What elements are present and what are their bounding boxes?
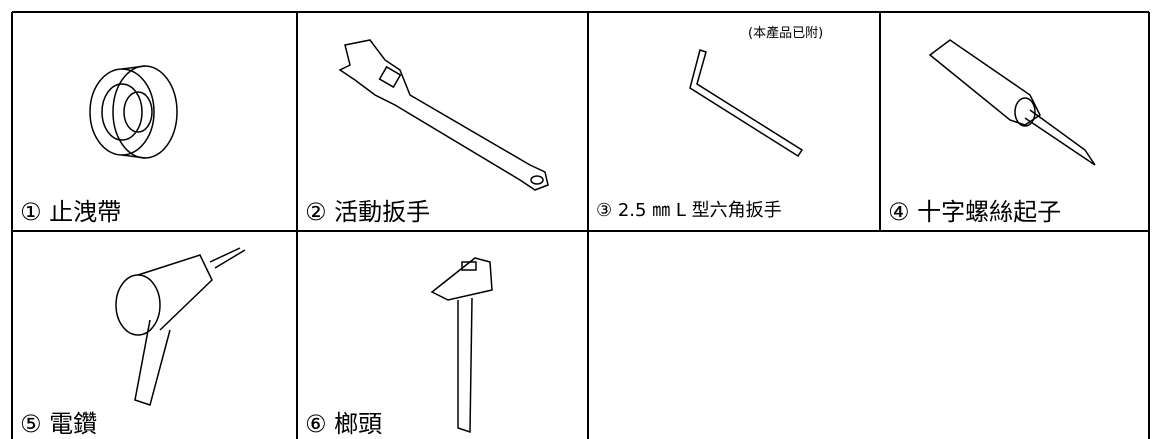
cell-label: ① 止洩帶 <box>20 198 122 226</box>
cell-note: (本產品已附) <box>748 26 824 41</box>
table-borders <box>11 11 1150 439</box>
screwdriver-icon <box>928 39 1096 166</box>
cell-label: ⑥ 榔頭 <box>305 410 383 438</box>
drill-icon <box>115 247 246 406</box>
cell-label: ⑤ 電鑽 <box>20 410 98 438</box>
hammer-icon <box>430 257 493 434</box>
cell-label: ④ 十字螺絲起子 <box>888 198 1062 226</box>
hex-key-icon <box>689 49 804 158</box>
cell-label: ③ 2.5 ㎜ L 型六角扳手 <box>596 200 782 221</box>
cell-label: ② 活動扳手 <box>305 198 431 226</box>
wrench-icon <box>338 39 549 191</box>
tape-icon <box>89 65 178 159</box>
